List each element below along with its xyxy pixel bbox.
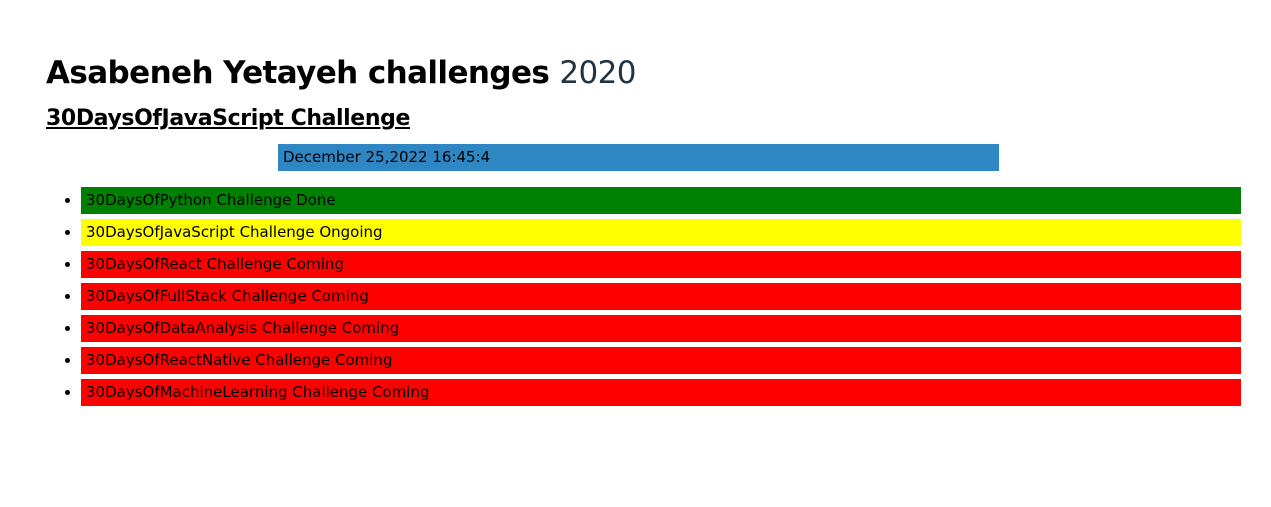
bullet-icon	[65, 326, 70, 331]
challenge-list: 30DaysOfPython Challenge Done 30DaysOfJa…	[46, 187, 1241, 406]
challenge-item: 30DaysOfFullStack Challenge Coming	[65, 283, 1241, 310]
bullet-icon	[65, 262, 70, 267]
challenge-item: 30DaysOfMachineLearning Challenge Coming	[65, 379, 1241, 406]
bullet-icon	[65, 230, 70, 235]
challenge-label: 30DaysOfFullStack Challenge Coming	[86, 287, 369, 305]
challenge-subtitle: 30DaysOfJavaScript Challenge	[46, 106, 410, 131]
challenge-item: 30DaysOfJavaScript Challenge Ongoing	[65, 219, 1241, 246]
challenge-label: 30DaysOfDataAnalysis Challenge Coming	[86, 319, 400, 337]
bullet-icon	[65, 358, 70, 363]
challenge-item: 30DaysOfPython Challenge Done	[65, 187, 1241, 214]
challenge-label: 30DaysOfReact Challenge Coming	[86, 255, 344, 273]
bullet-icon	[65, 198, 70, 203]
page-title-text: Asabeneh Yetayeh challenges	[46, 55, 550, 91]
challenge-item: 30DaysOfDataAnalysis Challenge Coming	[65, 315, 1241, 342]
challenge-label: 30DaysOfJavaScript Challenge Ongoing	[86, 223, 383, 241]
challenge-label: 30DaysOfReactNative Challenge Coming	[86, 351, 393, 369]
challenge-item: 30DaysOfReact Challenge Coming	[65, 251, 1241, 278]
page-content: Asabeneh Yetayeh challenges 2020 30DaysO…	[46, 52, 1241, 411]
challenge-item: 30DaysOfReactNative Challenge Coming	[65, 347, 1241, 374]
page-title: Asabeneh Yetayeh challenges 2020	[46, 52, 1241, 94]
challenge-label: 30DaysOfPython Challenge Done	[86, 191, 336, 209]
title-year: 2020	[559, 55, 636, 91]
challenge-label: 30DaysOfMachineLearning Challenge Coming	[86, 383, 430, 401]
bullet-icon	[65, 390, 70, 395]
bullet-icon	[65, 294, 70, 299]
date-time-display: December 25,2022 16:45:4	[278, 144, 999, 171]
